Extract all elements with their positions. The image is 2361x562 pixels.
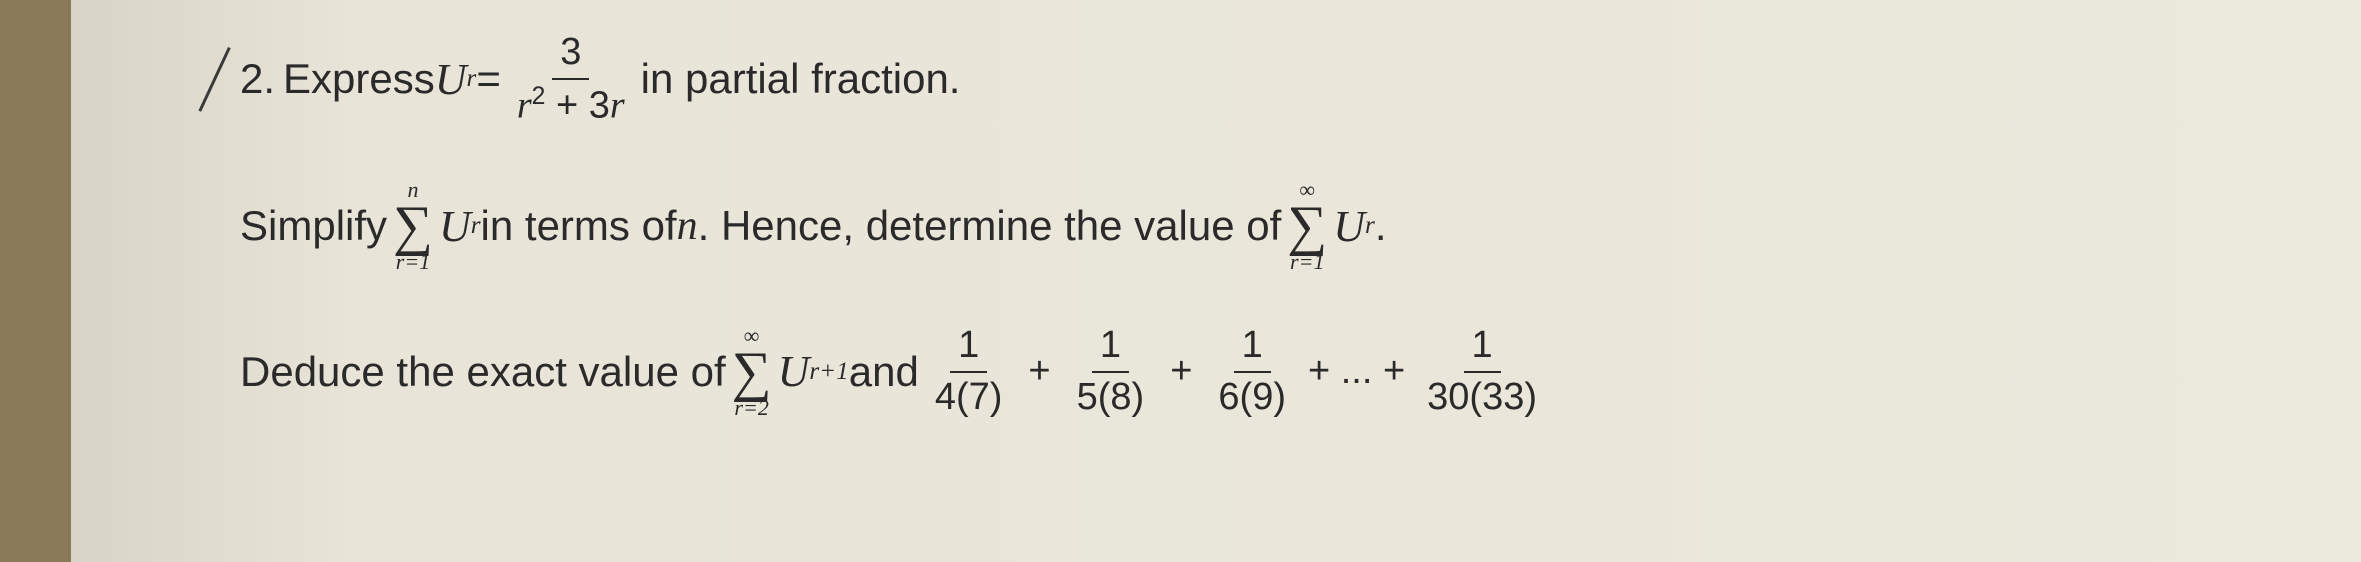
- den-r2: r: [610, 84, 625, 126]
- var-sub-r-1: r: [471, 212, 481, 240]
- den-plus: + 3: [545, 84, 609, 126]
- fraction-denominator: r2 + 3r: [509, 80, 633, 129]
- series-frac-1: 1 4(7): [927, 323, 1011, 420]
- var-U-1: U: [439, 201, 471, 252]
- var-U-3: U: [778, 346, 810, 397]
- var-sub-rplus1: r+1: [809, 358, 848, 386]
- hence-text: . Hence, determine the value of: [698, 202, 1282, 250]
- var-sub-r: r: [467, 65, 477, 93]
- deduce-text: Deduce the exact value of: [240, 348, 726, 396]
- fraction-main: 3 r2 + 3r: [509, 30, 633, 129]
- problem-line-3: Deduce the exact value of ∞ ∑ r=2 U r+1 …: [240, 323, 2260, 420]
- period: .: [1375, 202, 1387, 250]
- sigma-3: ∞ ∑ r=2: [732, 325, 772, 419]
- f1-den: 4(7): [927, 373, 1011, 421]
- problem-line-2: Simplify n ∑ r=1 U r in terms of n . Hen…: [240, 179, 2260, 273]
- sigma-2: ∞ ∑ r=1: [1287, 179, 1327, 273]
- var-sub-r-2: r: [1365, 212, 1375, 240]
- series-frac-4: 1 30(33): [1419, 323, 1545, 420]
- problem-page: 2. Express U r = 3 r2 + 3r in partial fr…: [200, 0, 2300, 562]
- f3-num: 1: [1234, 323, 1271, 373]
- sigma3-bottom: r=2: [734, 397, 768, 419]
- in-terms-text: in terms of: [481, 202, 677, 250]
- f3-den: 6(9): [1210, 373, 1294, 421]
- f2-den: 5(8): [1069, 373, 1153, 421]
- f4-den: 30(33): [1419, 373, 1545, 421]
- plus-dots: + ... +: [1308, 350, 1405, 393]
- fraction-numerator: 3: [552, 30, 589, 80]
- sigma3-symbol: ∑: [732, 347, 772, 397]
- den-exp: 2: [532, 83, 546, 110]
- series-frac-3: 1 6(9): [1210, 323, 1294, 420]
- partial-fraction-text: in partial fraction.: [641, 55, 961, 103]
- f2-num: 1: [1092, 323, 1129, 373]
- f1-num: 1: [950, 323, 987, 373]
- series-frac-2: 1 5(8): [1069, 323, 1153, 420]
- express-text: Express: [283, 55, 435, 103]
- f4-num: 1: [1464, 323, 1501, 373]
- plus-2: +: [1170, 350, 1192, 393]
- sigma2-bottom: r=1: [1290, 251, 1324, 273]
- and-text: and: [849, 348, 919, 396]
- var-U-2: U: [1333, 201, 1365, 252]
- simplify-text: Simplify: [240, 202, 387, 250]
- problem-number: 2.: [240, 55, 275, 103]
- den-r1: r: [517, 84, 532, 126]
- sigma1-bottom: r=1: [396, 251, 430, 273]
- equals-sign: =: [476, 55, 501, 103]
- sigma2-symbol: ∑: [1287, 201, 1327, 251]
- sigma1-symbol: ∑: [393, 201, 433, 251]
- problem-line-1: 2. Express U r = 3 r2 + 3r in partial fr…: [240, 30, 2260, 129]
- plus-1: +: [1028, 350, 1050, 393]
- var-U: U: [435, 54, 467, 105]
- var-n: n: [677, 202, 698, 250]
- sigma-1: n ∑ r=1: [393, 179, 433, 273]
